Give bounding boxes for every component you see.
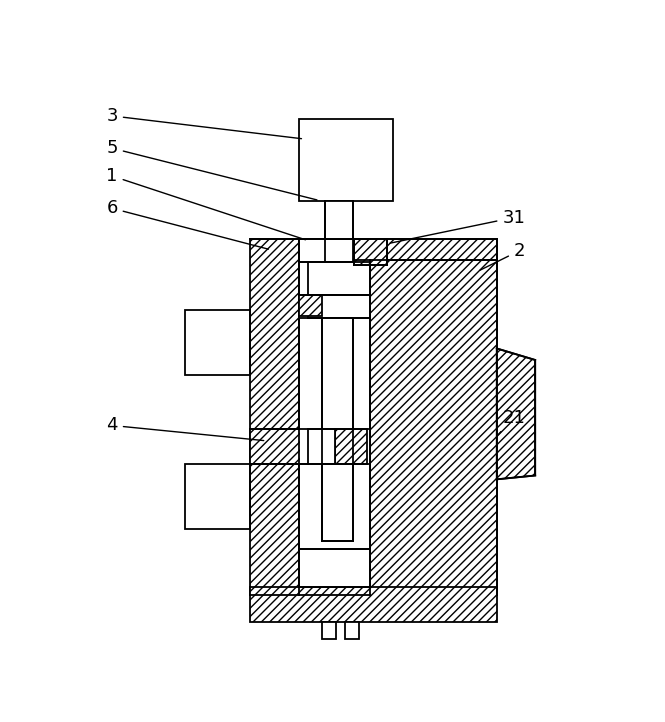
Bar [250, 239, 299, 595]
Bar [370, 239, 497, 260]
Text: 1: 1 [106, 167, 305, 240]
Text: 31: 31 [390, 209, 525, 243]
Bar [299, 239, 370, 595]
Bar [322, 318, 352, 541]
Bar [299, 119, 393, 201]
Bar [185, 464, 250, 529]
Bar [325, 201, 352, 239]
Bar [354, 239, 388, 265]
Polygon shape [497, 349, 535, 479]
Bar [308, 295, 370, 318]
Text: 6: 6 [106, 199, 269, 249]
Bar [335, 430, 367, 464]
Bar [322, 622, 336, 639]
Bar [345, 622, 359, 639]
Bar [185, 310, 250, 375]
Bar [250, 430, 308, 464]
Text: 21: 21 [498, 409, 525, 435]
Bar [299, 239, 370, 262]
Bar [300, 263, 369, 587]
Text: 2: 2 [480, 242, 525, 270]
Bar [250, 587, 497, 622]
Bar [370, 260, 497, 595]
Text: 5: 5 [106, 139, 317, 200]
Bar [299, 295, 322, 316]
Text: 4: 4 [106, 417, 264, 440]
Bar [299, 549, 370, 587]
Bar [308, 430, 335, 464]
Text: 3: 3 [106, 107, 301, 139]
Bar [308, 262, 370, 295]
